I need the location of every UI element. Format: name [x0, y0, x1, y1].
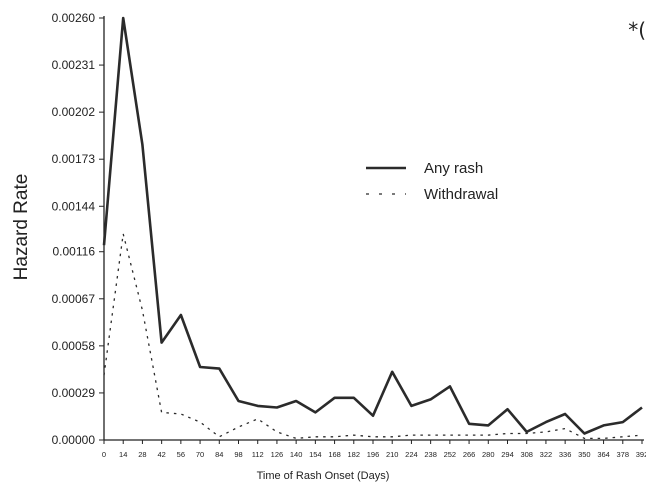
legend-label-any-rash: Any rash	[424, 160, 483, 177]
y-tick-label: 0.00173	[52, 152, 96, 166]
y-tick-label: 0.00116	[53, 245, 96, 259]
x-tick-label: 364	[597, 450, 610, 459]
x-tick-label: 154	[309, 450, 322, 459]
x-tick-label: 84	[215, 450, 223, 459]
x-tick-label: 168	[328, 450, 341, 459]
x-tick-label: 350	[578, 450, 591, 459]
y-tick-label: 0.00000	[52, 433, 96, 447]
corner-mark: *(	[628, 18, 646, 42]
series-line-any-rash	[104, 18, 642, 434]
x-tick-label: 322	[540, 450, 553, 459]
x-tick-label: 308	[520, 450, 533, 459]
x-tick-label: 28	[138, 450, 146, 459]
x-tick-label: 252	[444, 450, 457, 459]
y-ticks: 0.00000 0.00029 0.00058 0.00067 0.00116 0.001…	[52, 11, 104, 447]
y-tick-label: 0.00029	[52, 386, 96, 400]
y-tick-label: 0.00202	[52, 105, 96, 119]
axes	[104, 16, 644, 440]
x-tick-label: 98	[234, 450, 242, 459]
x-tick-label: 140	[290, 450, 303, 459]
y-tick-label: 0.00231	[52, 58, 96, 72]
legend: Any rash Withdrawal	[366, 160, 498, 203]
x-tick-label: 392	[636, 450, 646, 459]
x-tick-label: 266	[463, 450, 476, 459]
x-tick-label: 182	[348, 450, 361, 459]
x-tick-label: 210	[386, 450, 399, 459]
legend-label-withdrawal: Withdrawal	[424, 186, 498, 203]
series-line-withdrawal	[104, 234, 642, 439]
x-tick-label: 294	[501, 450, 514, 459]
x-ticks: 0 14 28 42 56 70 84 98 112 126 140 154 168 182 196 210 2…	[102, 440, 646, 459]
x-axis-label: Time of Rash Onset (Days)	[0, 470, 646, 482]
x-tick-label: 126	[271, 450, 284, 459]
x-tick-label: 70	[196, 450, 204, 459]
x-tick-label: 378	[617, 450, 630, 459]
x-tick-label: 0	[102, 450, 106, 459]
x-tick-label: 224	[405, 450, 418, 459]
x-tick-label: 112	[252, 450, 264, 459]
x-tick-label: 280	[482, 450, 495, 459]
y-tick-label: 0.00144	[52, 199, 96, 213]
x-tick-label: 14	[119, 450, 127, 459]
series-lines	[104, 18, 642, 439]
y-tick-label: 0.00260	[52, 11, 96, 25]
x-tick-label: 336	[559, 450, 572, 459]
y-axis-label: Hazard Rate	[11, 172, 33, 282]
x-tick-label: 238	[424, 450, 437, 459]
x-tick-label: 56	[177, 450, 185, 459]
y-tick-label: 0.00058	[52, 339, 96, 353]
y-tick-label: 0.00067	[52, 292, 96, 306]
x-tick-label: 196	[367, 450, 380, 459]
x-tick-label: 42	[157, 450, 165, 459]
